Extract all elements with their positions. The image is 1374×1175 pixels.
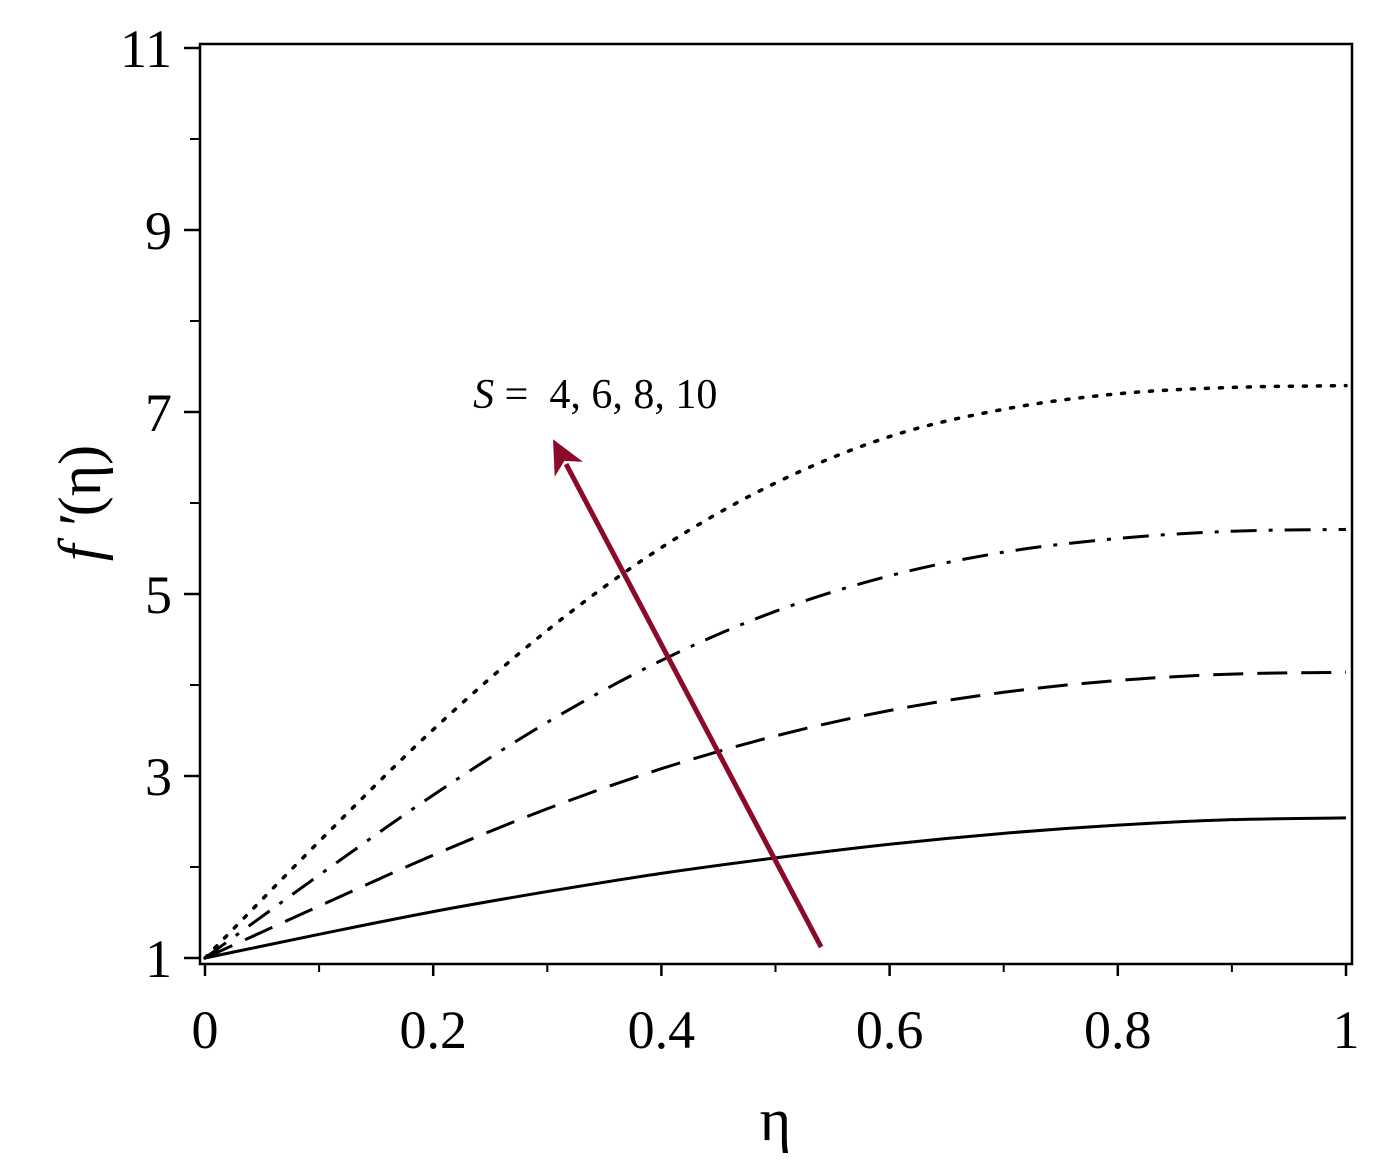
y-axis-label-function: f ′ <box>47 515 113 561</box>
series-line-dashdot <box>204 527 1347 960</box>
x-tick-labels: 0 0.2 0.4 0.6 0.8 1 <box>192 1000 1360 1060</box>
annotation-group: S = 4, 6, 8, 10 <box>473 372 824 949</box>
y-tick-labels: 1 3 5 7 9 11 <box>120 19 172 989</box>
series-line-dashed <box>204 670 1347 960</box>
y-tick-label: 11 <box>120 19 172 79</box>
series-line-solid <box>204 816 1347 960</box>
x-tick-label: 0.8 <box>1084 1000 1152 1060</box>
annotation-label: S = 4, 6, 8, 10 <box>473 372 717 418</box>
annotation-values: 4, 6, 8, 10 <box>549 372 717 418</box>
y-axis-label: f ′(η) <box>47 445 113 561</box>
x-tick-label: 0 <box>192 1000 219 1060</box>
series-group <box>203 383 1348 960</box>
y-tick-label: 5 <box>145 565 172 625</box>
annotation-arrow-head <box>553 439 583 477</box>
y-tick-label: 7 <box>145 383 172 443</box>
annotation-variable: S <box>473 372 494 418</box>
x-tick-label: 0.2 <box>399 1000 467 1060</box>
x-tick-label: 1 <box>1333 1000 1360 1060</box>
x-tick-label: 0.6 <box>856 1000 924 1060</box>
x-axis-label: η <box>760 1087 791 1153</box>
plot-frame <box>198 42 1354 966</box>
series-line-dotted <box>203 383 1348 960</box>
y-tick-label: 1 <box>145 929 172 989</box>
axis-ticks <box>184 46 1348 976</box>
y-tick-label: 9 <box>145 201 172 261</box>
y-axis-label-argument: (η) <box>47 445 113 516</box>
x-tick-label: 0.4 <box>628 1000 696 1060</box>
annotation-arrow-shaft <box>563 462 824 949</box>
y-tick-label: 3 <box>145 747 172 807</box>
annotation-equals: = <box>494 372 549 418</box>
